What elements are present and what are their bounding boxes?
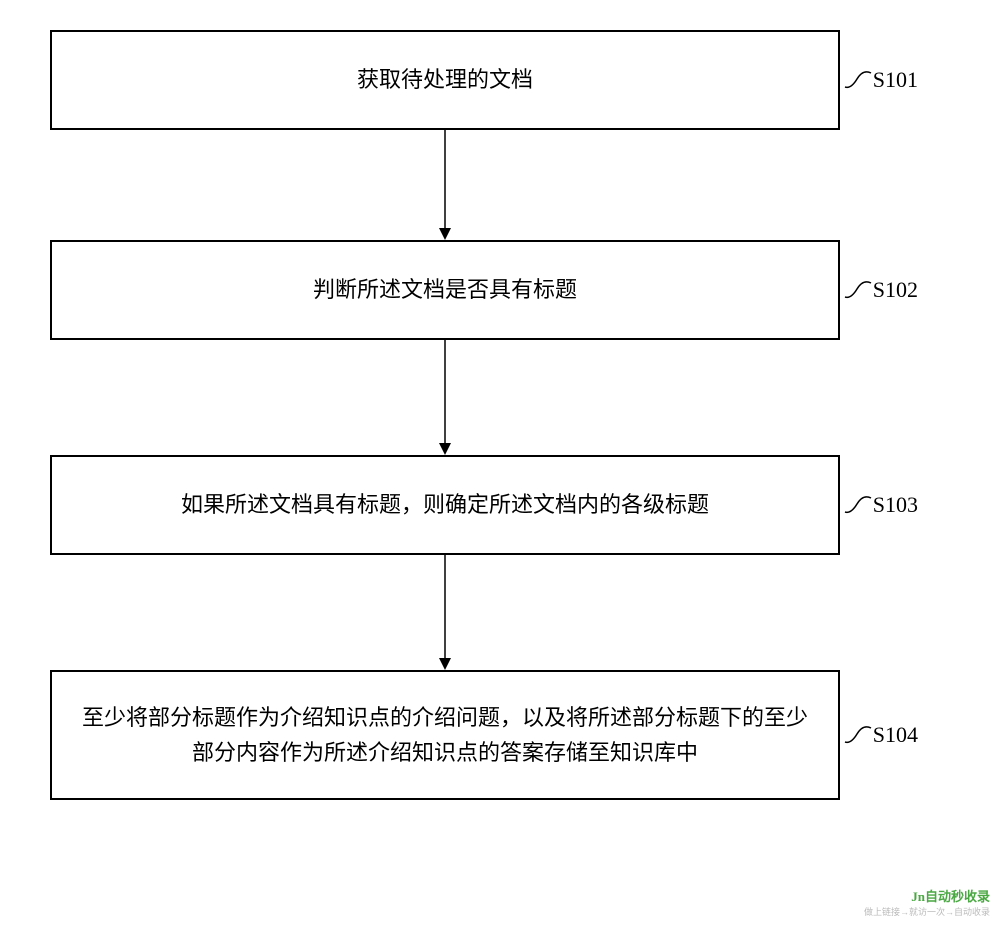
connector-bracket-icon	[843, 65, 873, 95]
watermark-subtext: 做上链接→就访一次→自动收录	[864, 907, 990, 917]
connector-bracket-icon	[843, 490, 873, 520]
step-text: 判断所述文档是否具有标题	[313, 272, 577, 307]
flowchart-step-s101: 获取待处理的文档 S101	[50, 30, 840, 130]
step-text: 获取待处理的文档	[357, 62, 533, 97]
flowchart-step-s104: 至少将部分标题作为介绍知识点的介绍问题，以及将所述部分标题下的至少部分内容作为所…	[50, 670, 840, 800]
step-label: S103	[873, 492, 918, 518]
flowchart-arrow	[50, 130, 840, 240]
step-label: S102	[873, 277, 918, 303]
step-label: S104	[873, 722, 918, 748]
flowchart-arrow	[50, 555, 840, 670]
watermark-logo-text: 自动秒收录	[925, 886, 990, 905]
step-text: 如果所述文档具有标题，则确定所述文档内的各级标题	[181, 487, 709, 522]
watermark: Jn自动秒收录 做上链接→就访一次→自动收录	[864, 886, 990, 918]
flowchart-step-s102: 判断所述文档是否具有标题 S102	[50, 240, 840, 340]
connector-bracket-icon	[843, 275, 873, 305]
flowchart-arrow	[50, 340, 840, 455]
step-label: S101	[873, 67, 918, 93]
connector-bracket-icon	[843, 720, 873, 750]
step-text: 至少将部分标题作为介绍知识点的介绍问题，以及将所述部分标题下的至少部分内容作为所…	[72, 700, 818, 770]
watermark-logo-prefix: Jn	[911, 889, 925, 905]
flowchart-step-s103: 如果所述文档具有标题，则确定所述文档内的各级标题 S103	[50, 455, 840, 555]
